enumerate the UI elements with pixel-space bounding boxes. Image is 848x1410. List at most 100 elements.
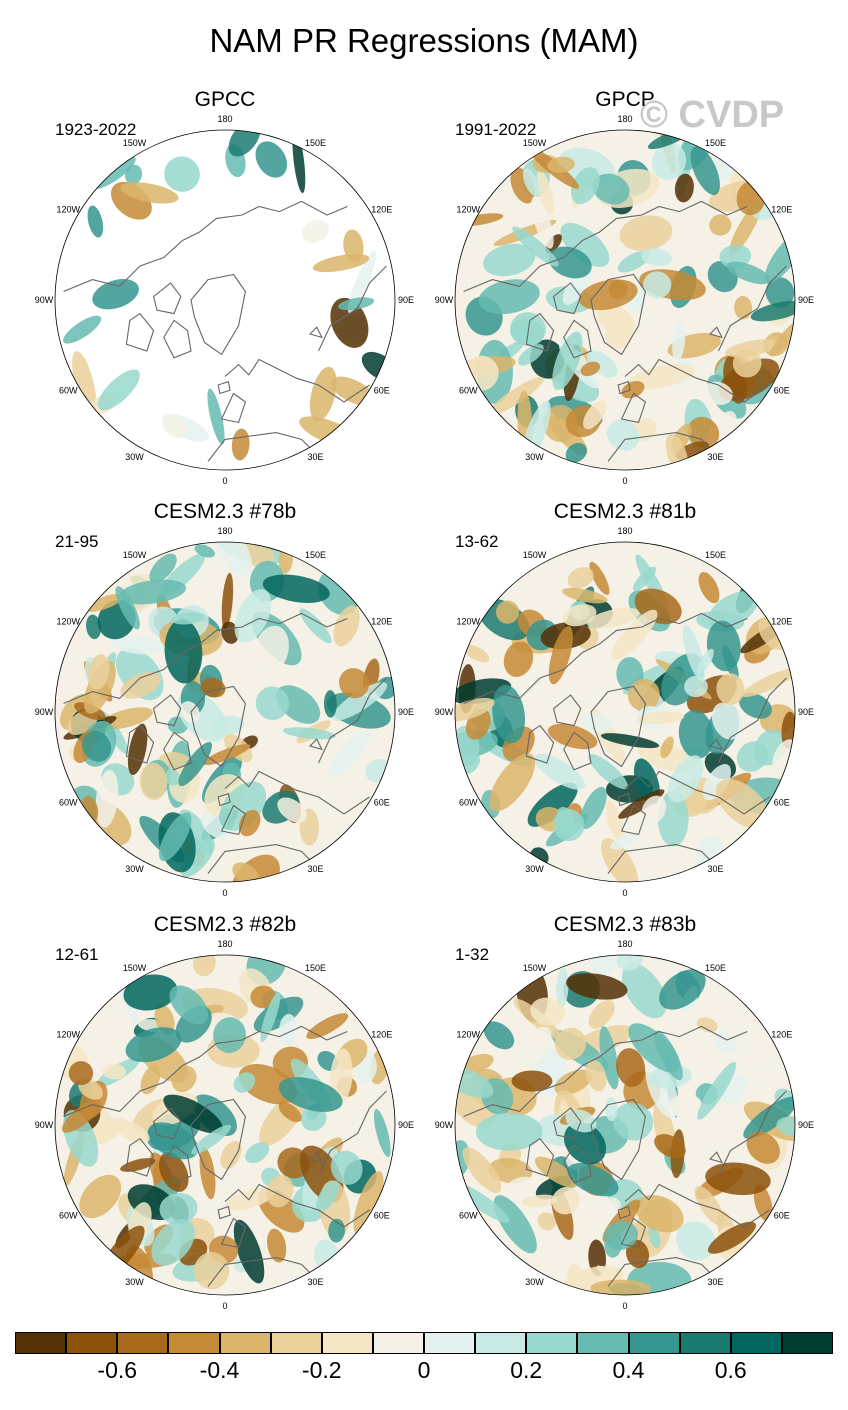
panel-title: CESM2.3 #81b (553, 500, 697, 523)
longitude-label: 30E (707, 864, 723, 874)
colorbar-swatch (526, 1332, 578, 1354)
polar-map: 180 150E 120E 90E 60E 30E 0 30W 60W 90W 120W 150W (35, 114, 414, 486)
map-panel: CESM2.3 #82b 12-61 180 150E 120E 90E 60E 30E 0 30… (25, 913, 425, 1313)
longitude-label: 60E (374, 1211, 390, 1221)
longitude-label: 30W (125, 452, 144, 462)
panel-period: 1923-2022 (55, 120, 137, 139)
longitude-label: 180 (617, 939, 632, 949)
panel-title: CESM2.3 #83b (553, 913, 697, 936)
longitude-label: 150W (523, 963, 547, 973)
map-panel: CESM2.3 #81b 13-62 180 150E 120E 90E 60E 30E 0 30… (425, 500, 825, 900)
panel-period: 21-95 (55, 532, 99, 551)
panel-period: 1991-2022 (455, 120, 537, 139)
longitude-label: 30E (307, 452, 323, 462)
longitude-label: 0 (622, 476, 627, 486)
longitude-label: 120W (56, 617, 80, 627)
panel-title: CESM2.3 #78b (153, 500, 297, 523)
longitude-label: 120W (456, 1030, 480, 1040)
colorbar-swatch (577, 1332, 629, 1354)
longitude-label: 30E (307, 1277, 323, 1287)
longitude-label: 120E (371, 205, 392, 215)
map-panel: CESM2.3 #78b 21-95 180 150E 120E 90E 60E 30E 0 30… (25, 500, 425, 900)
longitude-label: 30W (525, 1277, 544, 1287)
longitude-label: 60W (59, 386, 78, 396)
longitude-label: 0 (222, 476, 227, 486)
colorbar-swatch (679, 1332, 731, 1354)
map-panel: GPCC 1923-2022 180 150E 120E 90E 60E 30E 0 30W 60W… (25, 88, 425, 488)
colorbar-tick-label: 0.6 (714, 1357, 747, 1383)
longitude-label: 90W (35, 295, 54, 305)
longitude-label: 120E (771, 205, 792, 215)
colorbar (15, 1332, 833, 1354)
longitude-label: 30W (125, 864, 144, 874)
longitude-label: 150W (123, 550, 147, 560)
longitude-label: 120W (456, 617, 480, 627)
longitude-label: 60E (774, 386, 790, 396)
longitude-label: 150E (305, 963, 326, 973)
longitude-label: 60W (459, 798, 478, 808)
colorbar-tick-label: -0.2 (301, 1357, 342, 1383)
longitude-label: 120E (371, 1030, 392, 1040)
longitude-label: 30E (307, 864, 323, 874)
longitude-label: 120E (771, 617, 792, 627)
colorbar-swatch (372, 1332, 424, 1354)
longitude-label: 90E (398, 707, 414, 717)
longitude-label: 0 (222, 1301, 227, 1311)
map-panel: GPCP 1991-2022 180 150E 120E 90E 60E 30E 0 30W 60W… (425, 88, 825, 488)
longitude-label: 90W (35, 1120, 54, 1130)
panel-title: CESM2.3 #82b (153, 913, 297, 936)
map-panel: CESM2.3 #83b 1-32 180 150E 120E 90E 60E 30E 0 30W… (425, 913, 825, 1313)
longitude-label: 0 (622, 1301, 627, 1311)
panel-title: GPCC (194, 88, 256, 111)
longitude-label: 90E (398, 1120, 414, 1130)
polar-map: 180 150E 120E 90E 60E 30E 0 30W 60W 90W 120W 150W (35, 526, 414, 898)
colorbar-tick-label: -0.4 (199, 1357, 240, 1383)
colorbar-tick-label: -0.6 (97, 1357, 138, 1383)
longitude-label: 150E (705, 138, 726, 148)
longitude-label: 150W (523, 138, 547, 148)
longitude-label: 180 (617, 526, 632, 536)
map-panels: GPCC 1923-2022 180 150E 120E 90E 60E 30E 0 30W 60W… (25, 88, 825, 1313)
longitude-label: 30E (707, 452, 723, 462)
longitude-label: 90E (798, 1120, 814, 1130)
colorbar-swatch (321, 1332, 373, 1354)
longitude-label: 30W (525, 864, 544, 874)
polar-map: 180 150E 120E 90E 60E 30E 0 30W 60W 90W 120W 150W (435, 526, 814, 898)
colorbar-swatch (781, 1332, 833, 1354)
longitude-label: 60E (374, 386, 390, 396)
colorbar-swatch (117, 1332, 169, 1354)
longitude-label: 150E (305, 550, 326, 560)
panel-period: 1-32 (455, 945, 490, 964)
longitude-label: 120E (771, 1030, 792, 1040)
colorbar-swatch (475, 1332, 527, 1354)
polar-map: 180 150E 120E 90E 60E 30E 0 30W 60W 90W 120W 150W (435, 939, 814, 1311)
polar-map: 180 150E 120E 90E 60E 30E 0 30W 60W 90W 120W 150W (35, 939, 414, 1311)
longitude-label: 90E (798, 707, 814, 717)
colorbar-swatch (424, 1332, 476, 1354)
longitude-label: 90W (435, 707, 454, 717)
colorbar-swatch (219, 1332, 271, 1354)
colorbar-swatch (270, 1332, 322, 1354)
polar-map: 180 150E 120E 90E 60E 30E 0 30W 60W 90W 120W 150W (435, 114, 814, 486)
longitude-label: 60E (374, 798, 390, 808)
longitude-label: 150W (523, 550, 547, 560)
longitude-label: 60E (774, 1211, 790, 1221)
longitude-label: 90E (398, 295, 414, 305)
longitude-label: 180 (217, 526, 232, 536)
colorbar-tick-label: 0 (417, 1357, 431, 1383)
longitude-label: 180 (617, 114, 632, 124)
longitude-label: 30E (707, 1277, 723, 1287)
longitude-label: 60W (459, 1211, 478, 1221)
colorbar-swatch (628, 1332, 680, 1354)
panel-period: 12-61 (55, 945, 99, 964)
longitude-label: 180 (217, 114, 232, 124)
panel-period: 13-62 (455, 532, 499, 551)
longitude-label: 30W (125, 1277, 144, 1287)
longitude-label: 60W (59, 798, 78, 808)
longitude-label: 150W (123, 963, 147, 973)
longitude-label: 0 (222, 888, 227, 898)
colorbar-tick-label: 0.4 (612, 1357, 645, 1383)
longitude-label: 30W (525, 452, 544, 462)
longitude-label: 60E (774, 798, 790, 808)
longitude-label: 120W (56, 1030, 80, 1040)
